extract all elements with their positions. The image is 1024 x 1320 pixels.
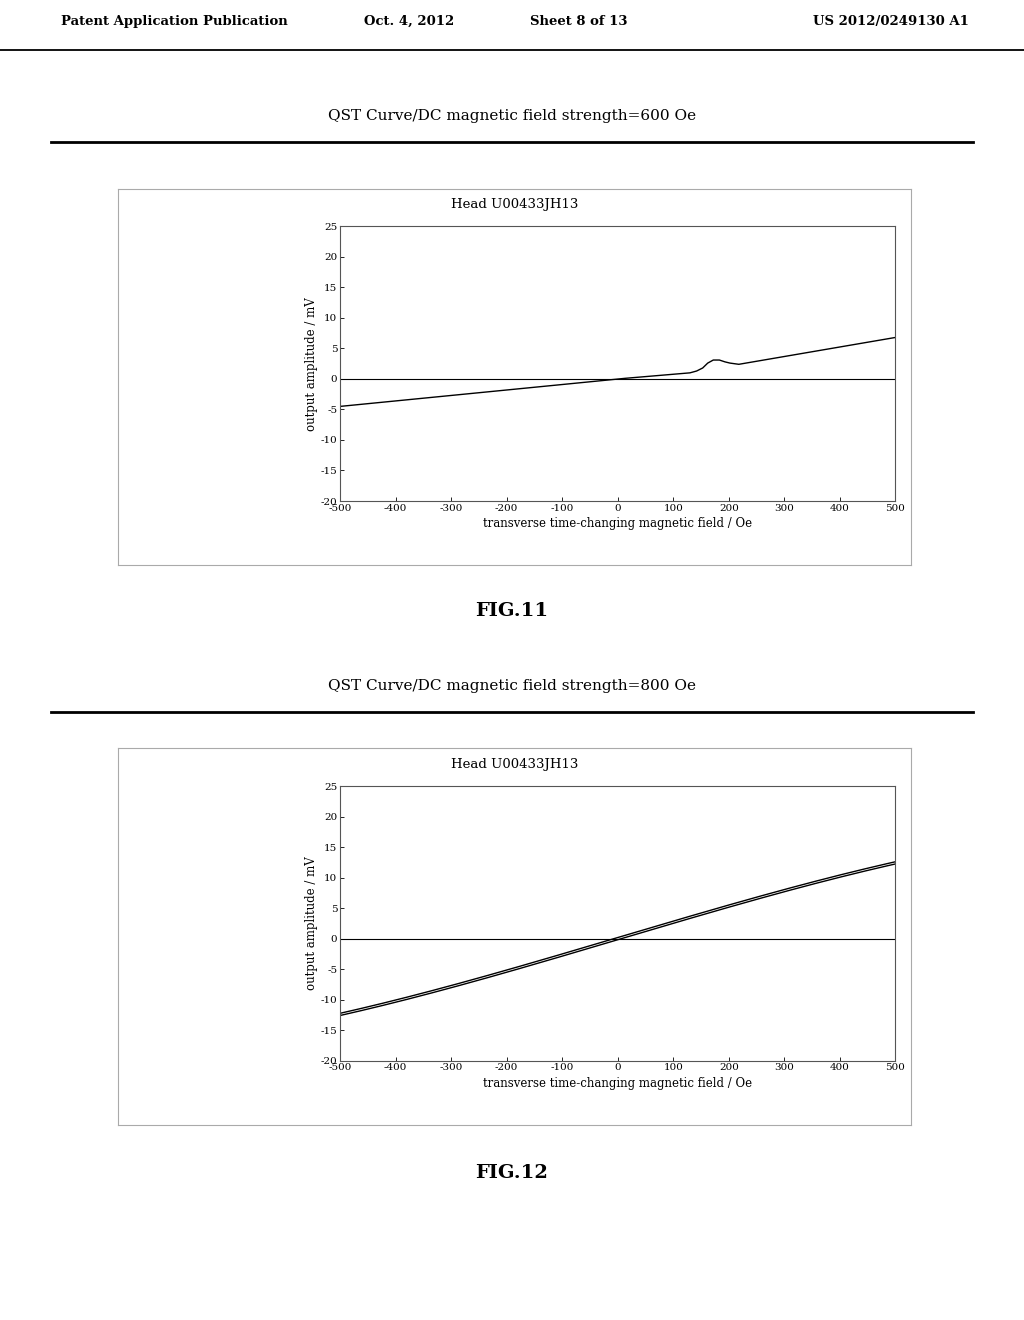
Text: FIG.11: FIG.11 bbox=[475, 602, 549, 620]
Text: QST Curve/DC magnetic field strength=800 Oe: QST Curve/DC magnetic field strength=800… bbox=[328, 680, 696, 693]
Text: Oct. 4, 2012: Oct. 4, 2012 bbox=[365, 15, 455, 28]
Text: Sheet 8 of 13: Sheet 8 of 13 bbox=[529, 15, 628, 28]
Text: Head U00433JH13: Head U00433JH13 bbox=[451, 758, 579, 771]
Text: QST Curve/DC magnetic field strength=600 Oe: QST Curve/DC magnetic field strength=600… bbox=[328, 110, 696, 123]
Y-axis label: output amplitude / mV: output amplitude / mV bbox=[305, 297, 317, 430]
Text: Patent Application Publication: Patent Application Publication bbox=[61, 15, 288, 28]
X-axis label: transverse time-changing magnetic field / Oe: transverse time-changing magnetic field … bbox=[483, 517, 753, 529]
Text: FIG.12: FIG.12 bbox=[475, 1164, 549, 1183]
Text: Head U00433JH13: Head U00433JH13 bbox=[451, 198, 579, 211]
X-axis label: transverse time-changing magnetic field / Oe: transverse time-changing magnetic field … bbox=[483, 1077, 753, 1089]
Text: US 2012/0249130 A1: US 2012/0249130 A1 bbox=[813, 15, 969, 28]
Y-axis label: output amplitude / mV: output amplitude / mV bbox=[305, 857, 317, 990]
